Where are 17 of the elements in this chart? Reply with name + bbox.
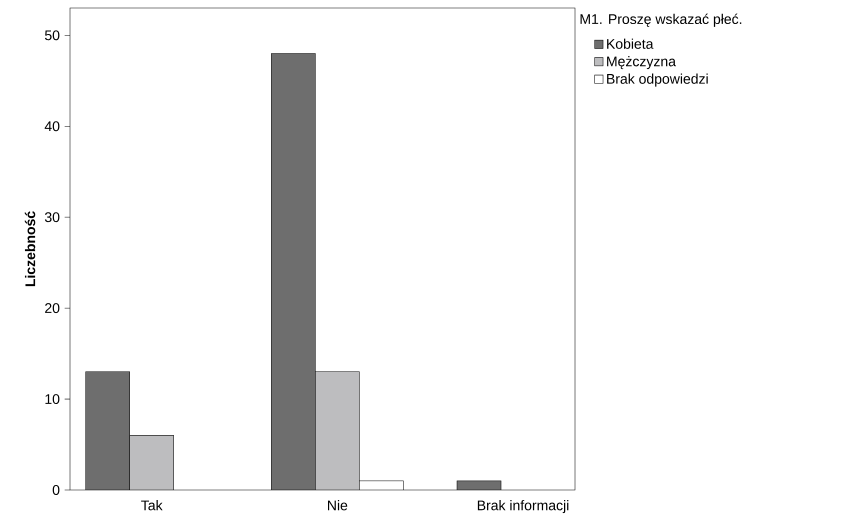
legend-label: Brak odpowiedzi [607, 74, 708, 87]
legend-label: Kobieta [607, 38, 654, 49]
y-tick-label: 30 [44, 212, 60, 222]
bar [271, 53, 316, 490]
legend-label: Mężczyzna [607, 56, 676, 70]
y-axis-title: Liczebność [24, 211, 36, 286]
y-tick-label: 50 [44, 30, 60, 40]
legend-title: M1. Proszę wskazać płeć. [580, 14, 742, 27]
bar [85, 372, 130, 490]
bar [456, 480, 502, 490]
y-tick-label: 20 [45, 303, 60, 314]
y-tick-label: 40 [44, 121, 60, 132]
x-tick-label: Tak [141, 500, 163, 510]
x-tick-label: Nie [328, 500, 348, 510]
y-tick-label: 10 [45, 394, 60, 404]
x-tick-label: Brak informacji [478, 500, 568, 514]
y-tick-label: 0 [52, 485, 60, 495]
